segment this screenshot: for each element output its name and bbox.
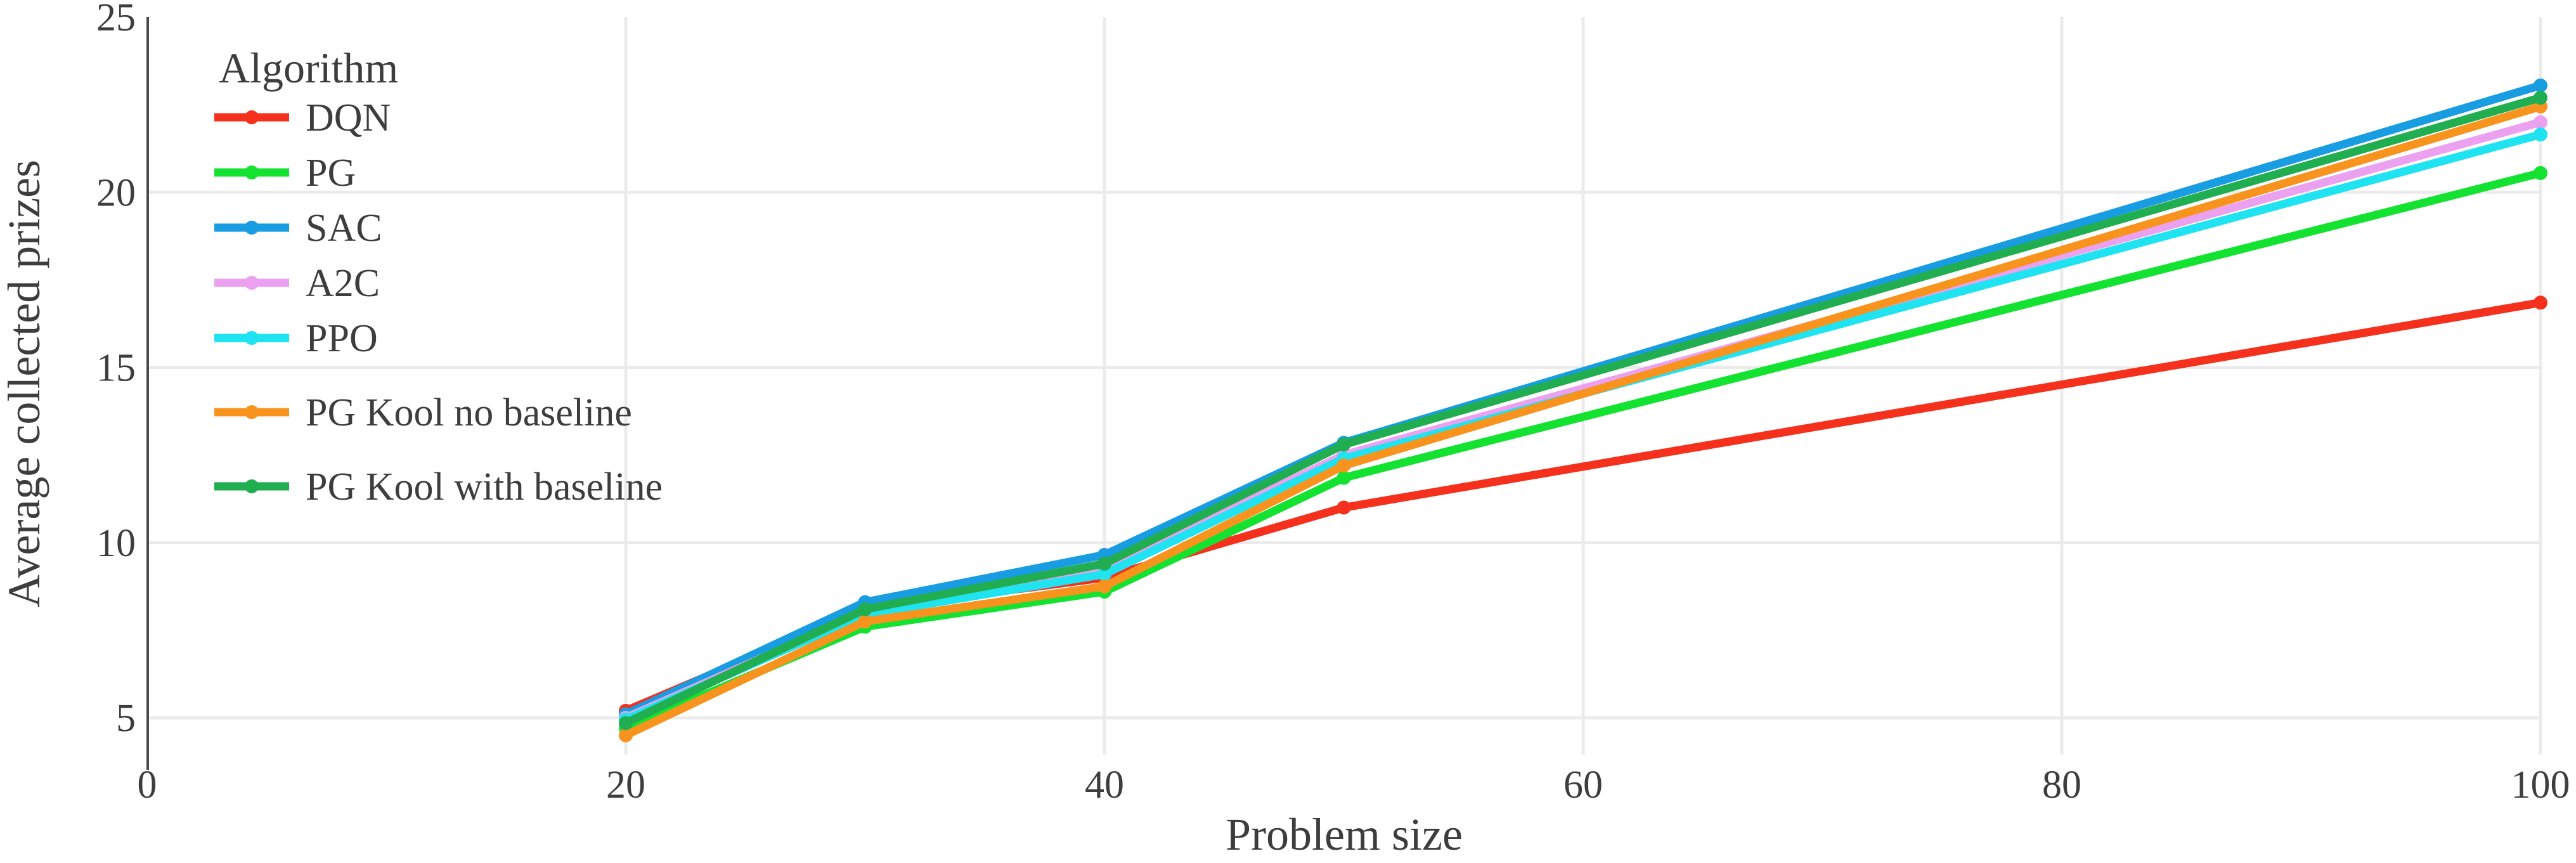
y-tick-label: 15 xyxy=(96,347,136,390)
legend-title: Algorithm xyxy=(219,44,398,92)
legend-item-sac: SAC xyxy=(214,207,382,250)
legend-item-ppo: PPO xyxy=(214,317,378,360)
data-point-pg-kool-no-baseline xyxy=(858,614,872,629)
legend-item-pg-kool-no-baseline: PG Kool no baseline xyxy=(214,391,632,434)
data-point-ppo xyxy=(1097,567,1111,581)
legend-marker-icon xyxy=(245,479,259,493)
data-point-pg-kool-no-baseline xyxy=(1337,458,1351,473)
legend-item-pg: PG xyxy=(214,152,356,195)
y-tick-label: 10 xyxy=(96,522,136,565)
legend-marker-icon xyxy=(245,331,259,345)
data-point-pg-kool-with-baseline xyxy=(1337,438,1351,452)
x-tick-label: 80 xyxy=(2042,763,2081,807)
data-point-pg-kool-with-baseline xyxy=(2534,91,2547,105)
x-tick-label: 20 xyxy=(606,763,645,807)
x-tick-label: 40 xyxy=(1085,763,1124,807)
x-tick-label: 0 xyxy=(138,763,157,807)
legend-marker-icon xyxy=(245,276,259,290)
series-lines xyxy=(619,78,2547,743)
y-axis-title: Average collected prizes xyxy=(0,160,49,607)
x-tick-label: 60 xyxy=(1563,763,1603,807)
x-axis-title: Problem size xyxy=(1226,809,1463,860)
legend-item-label: PPO xyxy=(306,317,378,360)
y-tick-label: 25 xyxy=(96,0,136,39)
data-point-pg-kool-no-baseline xyxy=(1097,579,1111,594)
y-tick-label: 5 xyxy=(116,697,136,740)
legend-item-label: SAC xyxy=(306,207,382,250)
y-tick-label: 20 xyxy=(96,171,136,214)
legend-item-a2c: A2C xyxy=(214,262,380,305)
tick-labels: 5 10 15 20 25 0 20 40 60 80 100 xyxy=(96,0,2570,807)
legend-item-label: PG Kool no baseline xyxy=(306,391,632,434)
data-point-pg-kool-with-baseline xyxy=(619,716,633,730)
data-point-pg xyxy=(2534,165,2547,180)
gridlines xyxy=(147,17,2542,755)
legend-item-label: PG Kool with baseline xyxy=(306,465,663,509)
data-point-pg-kool-with-baseline xyxy=(1097,556,1111,571)
legend: Algorithm DQN PG SAC A2C PPO PG Kool no basel… xyxy=(214,44,663,509)
legend-marker-icon xyxy=(245,165,259,179)
data-point-pg xyxy=(1337,470,1351,485)
data-point-dqn xyxy=(2534,295,2547,310)
data-point-pg-kool-with-baseline xyxy=(858,602,872,616)
legend-item-label: DQN xyxy=(306,96,391,140)
legend-item-pg-kool-with-baseline: PG Kool with baseline xyxy=(214,465,663,509)
legend-marker-icon xyxy=(245,110,259,124)
data-point-ppo xyxy=(2534,127,2547,142)
legend-item-label: PG xyxy=(306,152,356,195)
legend-marker-icon xyxy=(245,405,259,419)
data-point-pg-kool-no-baseline xyxy=(619,728,633,743)
data-point-dqn xyxy=(1337,500,1351,515)
data-point-a2c xyxy=(2534,115,2547,129)
legend-item-dqn: DQN xyxy=(214,96,391,140)
x-tick-label: 100 xyxy=(2511,763,2570,807)
legend-marker-icon xyxy=(245,221,259,235)
legend-item-label: A2C xyxy=(306,262,380,305)
data-point-sac xyxy=(2534,78,2547,93)
